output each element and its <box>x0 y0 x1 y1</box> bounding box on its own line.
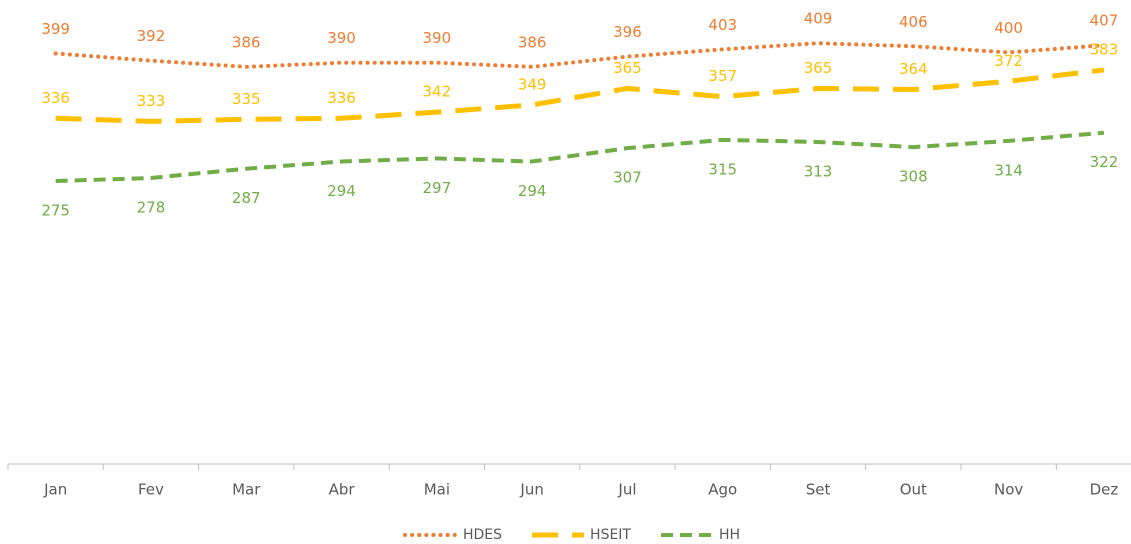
x-tick-label: Fev <box>138 481 164 499</box>
x-tick-label: Mar <box>232 481 261 499</box>
x-tick-label: Nov <box>994 481 1023 499</box>
data-label: 336 <box>327 89 356 107</box>
data-label: 365 <box>613 59 642 77</box>
legend-label: HH <box>719 527 740 543</box>
data-label: 390 <box>327 29 356 47</box>
data-label: 275 <box>41 202 70 220</box>
data-label: 297 <box>423 179 452 197</box>
data-label: 386 <box>518 33 547 51</box>
data-label: 400 <box>994 19 1023 37</box>
data-label: 322 <box>1090 153 1119 171</box>
data-label: 406 <box>899 13 928 31</box>
x-tick-label: Jun <box>519 481 543 499</box>
data-label: 315 <box>708 160 737 178</box>
data-label: 294 <box>327 182 356 200</box>
x-tick-label: Ago <box>708 481 737 499</box>
data-label: 357 <box>708 67 737 85</box>
series-line <box>55 67 1105 124</box>
data-label: 364 <box>899 60 928 78</box>
data-label: 396 <box>613 23 642 41</box>
data-label: 335 <box>232 90 261 108</box>
data-label: 313 <box>804 162 833 180</box>
data-label: 307 <box>613 169 642 187</box>
legend-label: HSEIT <box>590 527 631 543</box>
data-label: 372 <box>994 52 1023 70</box>
data-label: 336 <box>41 89 70 107</box>
x-tick-label: Jan <box>43 481 67 499</box>
data-label: 392 <box>137 27 166 45</box>
data-label: 287 <box>232 189 261 207</box>
data-label: 390 <box>423 29 452 47</box>
data-label: 342 <box>423 83 452 101</box>
data-label: 333 <box>137 92 166 110</box>
x-tick-label: Set <box>806 481 831 499</box>
x-tick-label: Jul <box>617 481 636 499</box>
data-label: 308 <box>899 168 928 186</box>
data-label: 409 <box>804 10 833 28</box>
x-tick-label: Out <box>900 481 927 499</box>
x-tick-label: Abr <box>329 481 356 499</box>
data-label: 365 <box>804 59 833 77</box>
data-label: 403 <box>708 16 737 34</box>
data-label: 278 <box>137 198 166 216</box>
data-label: 399 <box>41 20 70 38</box>
data-label: 407 <box>1090 12 1119 30</box>
data-label: 386 <box>232 33 261 51</box>
legend-label: HDES <box>463 527 502 543</box>
data-label: 294 <box>518 182 547 200</box>
data-label: 383 <box>1090 40 1119 58</box>
series-line <box>53 41 1106 69</box>
data-label: 314 <box>994 161 1023 179</box>
x-tick-label: Mai <box>424 481 450 499</box>
series-line <box>55 130 1105 184</box>
data-label: 349 <box>518 75 547 93</box>
x-tick-label: Dez <box>1090 481 1119 499</box>
